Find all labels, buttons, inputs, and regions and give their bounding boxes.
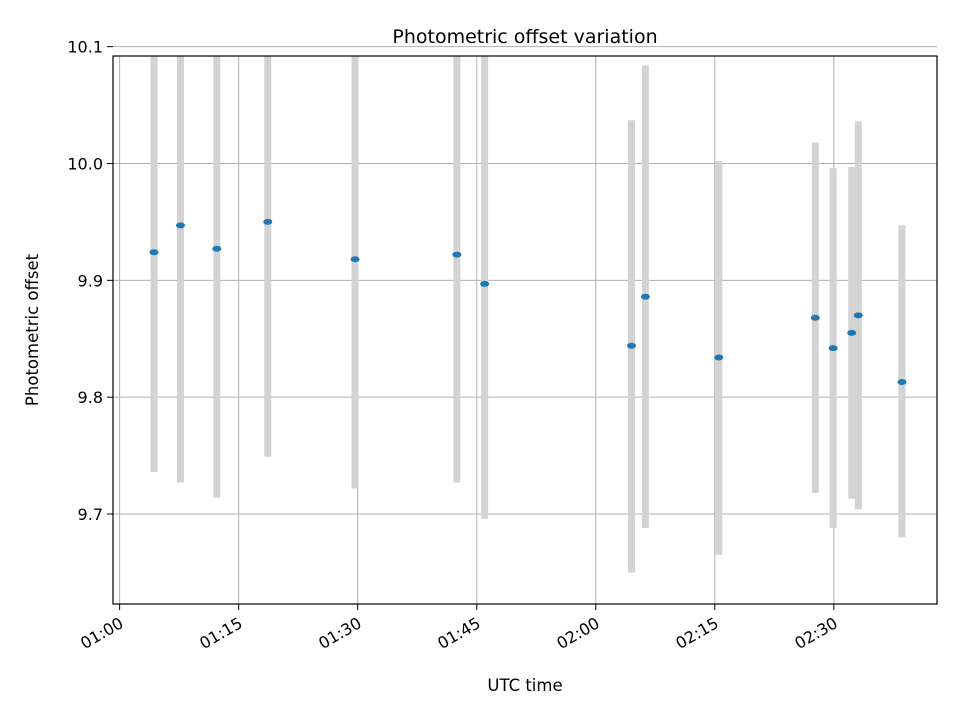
data-point [810, 314, 820, 321]
data-point [452, 251, 462, 258]
data-point [626, 342, 636, 349]
x-axis-label: UTC time [487, 676, 562, 695]
data-point [263, 218, 273, 225]
y-tick-label: 9.8 [78, 388, 103, 407]
y-axis-label: Photometric offset [23, 253, 42, 406]
y-tick-label: 9.7 [78, 505, 103, 524]
y-tick-label: 9.9 [78, 271, 103, 290]
y-tick-label: 10.1 [67, 38, 103, 57]
data-layer [149, 56, 907, 573]
data-point [847, 329, 857, 336]
chart-title: Photometric offset variation [392, 26, 657, 48]
y-tick-label: 10.0 [67, 154, 103, 173]
data-point [853, 312, 863, 319]
data-point [350, 256, 360, 263]
axes-frame [112, 55, 938, 605]
data-point [714, 354, 724, 361]
data-point [480, 280, 490, 287]
data-point [828, 345, 838, 352]
data-point [897, 378, 907, 385]
data-point [149, 249, 159, 256]
data-point [175, 222, 185, 229]
data-point [640, 293, 650, 300]
data-point [212, 245, 222, 252]
